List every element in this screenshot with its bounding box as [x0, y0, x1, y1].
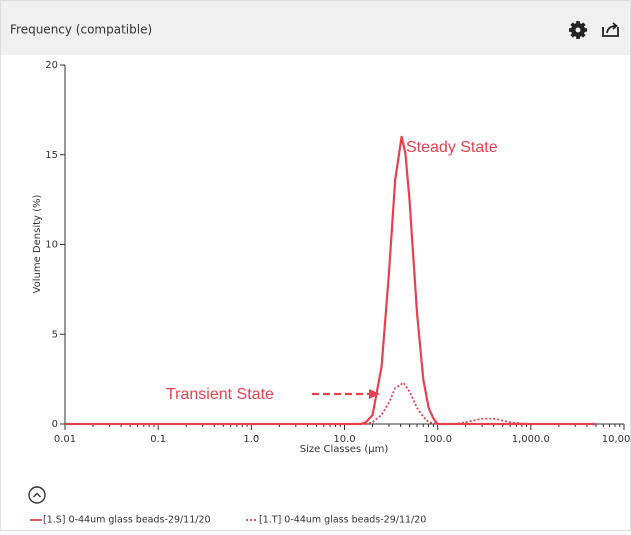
- settings-icon[interactable]: [569, 21, 587, 39]
- y-tick-label: 5: [52, 329, 58, 340]
- legend-label: [1.S] 0-44um glass beads-29/11/20: [43, 515, 211, 526]
- y-tick-label: 10: [45, 240, 58, 251]
- header-bar: [1, 1, 630, 55]
- x-tick-label: 1,000.0: [512, 434, 550, 445]
- x-tick-label: 0.1: [150, 434, 166, 445]
- annotation: Steady State: [406, 139, 498, 156]
- annotation-arrowhead: [369, 389, 380, 399]
- x-tick-label: 1.0: [243, 434, 259, 445]
- x-tick-label: 100.0: [423, 434, 452, 445]
- series-line: [65, 381, 596, 425]
- x-axis-label: Size Classes (µm): [300, 444, 389, 455]
- series-line: [65, 135, 596, 426]
- header-title: Frequency (compatible): [10, 23, 152, 37]
- y-tick-label: 20: [45, 60, 58, 71]
- y-tick-label: 0: [52, 419, 58, 430]
- y-axis-label: Volume Density (%): [32, 194, 43, 293]
- collapse-button[interactable]: [28, 486, 46, 504]
- legend-label: [1.T] 0-44um glass beads-29/11/20: [259, 515, 426, 526]
- x-tick-label: 10.0: [333, 434, 355, 445]
- y-tick-label: 15: [45, 150, 58, 161]
- annotation: Transient State: [166, 386, 274, 403]
- x-tick-label: 0.01: [54, 434, 76, 445]
- x-tick-label: 10,000.0: [602, 434, 631, 445]
- export-icon[interactable]: [602, 22, 619, 37]
